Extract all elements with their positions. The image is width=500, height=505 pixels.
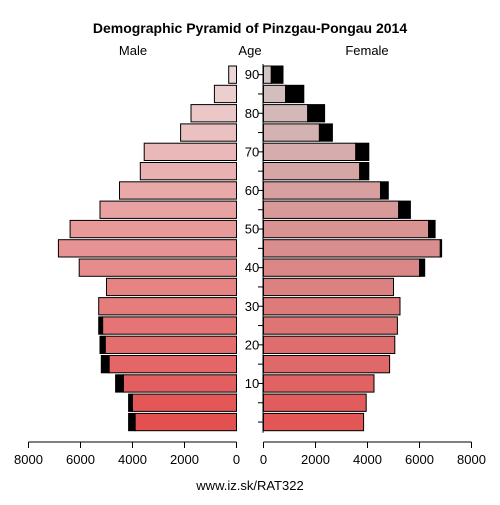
female-bar [263, 123, 320, 142]
female-excess-bar [285, 84, 305, 104]
female-bar [263, 335, 396, 355]
age-tick-label: 90 [245, 67, 259, 82]
chart-title: Demographic Pyramid of Pinzgau-Pongau 20… [93, 20, 408, 36]
male-bar [106, 277, 237, 297]
male-bar [143, 142, 237, 161]
male-bar [69, 219, 237, 239]
female-bar [263, 219, 430, 239]
female-bar [263, 316, 398, 335]
female-bar [263, 84, 287, 104]
female-bar [263, 277, 394, 297]
female-label: Female [345, 43, 388, 58]
male-x-tick-label: 8000 [14, 452, 43, 467]
female-excess-bar [398, 200, 411, 219]
male-bar [98, 297, 237, 316]
male-bar [134, 412, 238, 432]
age-tick-label: 70 [245, 144, 259, 159]
male-bar [139, 162, 237, 181]
age-tick-label: 40 [245, 260, 259, 275]
male-bar [122, 374, 237, 393]
female-bar [263, 393, 367, 412]
female-bar [263, 297, 401, 316]
male-bar [102, 316, 237, 335]
age-tick-label: 10 [245, 376, 259, 391]
male-bar [180, 123, 238, 142]
female-bar [263, 258, 420, 277]
female-x-tick-label: 4000 [353, 452, 382, 467]
female-excess-bar [380, 181, 389, 200]
female-bar [263, 239, 441, 258]
female-excess-bar [359, 162, 370, 181]
female-excess-bar [428, 219, 436, 239]
male-bar [104, 335, 237, 355]
male-bar [119, 181, 237, 200]
female-bar [263, 65, 272, 84]
female-bar [263, 412, 365, 432]
footer-text: www.iz.sk/RAT322 [195, 478, 303, 493]
female-excess-bar [307, 104, 326, 123]
age-tick-label: 20 [245, 337, 259, 352]
female-bar [263, 162, 361, 181]
axes-group: 10 20 30 40 50 60 70 80 90 0 0 2000 2000 4000 4000 6000… [14, 64, 486, 467]
male-bar [228, 65, 237, 84]
male-label: Male [119, 43, 147, 58]
female-x-tick-label: 8000 [457, 452, 486, 467]
male-excess-bar [115, 374, 124, 393]
male-bar [57, 239, 238, 258]
female-x-tick-label: 6000 [405, 452, 434, 467]
male-bar [78, 258, 237, 277]
male-x-tick-label: 6000 [66, 452, 95, 467]
female-bar [263, 104, 309, 123]
female-excess-bar [419, 258, 426, 277]
male-x-tick-label: 0 [233, 452, 240, 467]
female-bar [263, 355, 391, 374]
male-excess-bar [98, 316, 104, 335]
age-tick-label: 80 [245, 106, 259, 121]
male-excess-bar [128, 393, 134, 412]
male-bar [190, 104, 237, 123]
male-excess-bar [100, 355, 110, 374]
male-bar [99, 200, 237, 219]
female-bar [263, 142, 357, 161]
male-excess-bar [99, 335, 106, 355]
female-excess-bar [439, 239, 443, 258]
male-bar [132, 393, 237, 412]
female-excess-bar [270, 65, 284, 84]
male-x-tick-label: 4000 [118, 452, 147, 467]
male-bar [213, 84, 237, 104]
female-excess-bar [318, 123, 333, 142]
bars-group [57, 65, 443, 432]
male-x-tick-label: 2000 [170, 452, 199, 467]
age-tick-label: 50 [245, 222, 259, 237]
age-label: Age [238, 43, 261, 58]
female-x-tick-label: 0 [260, 452, 267, 467]
female-excess-bar [355, 142, 370, 161]
female-bar [263, 374, 375, 393]
female-bar [263, 200, 400, 219]
male-bar [108, 355, 237, 374]
male-excess-bar [128, 412, 136, 432]
age-tick-label: 60 [245, 183, 259, 198]
age-tick-label: 30 [245, 299, 259, 314]
female-x-tick-label: 2000 [301, 452, 330, 467]
female-bar [263, 181, 381, 200]
